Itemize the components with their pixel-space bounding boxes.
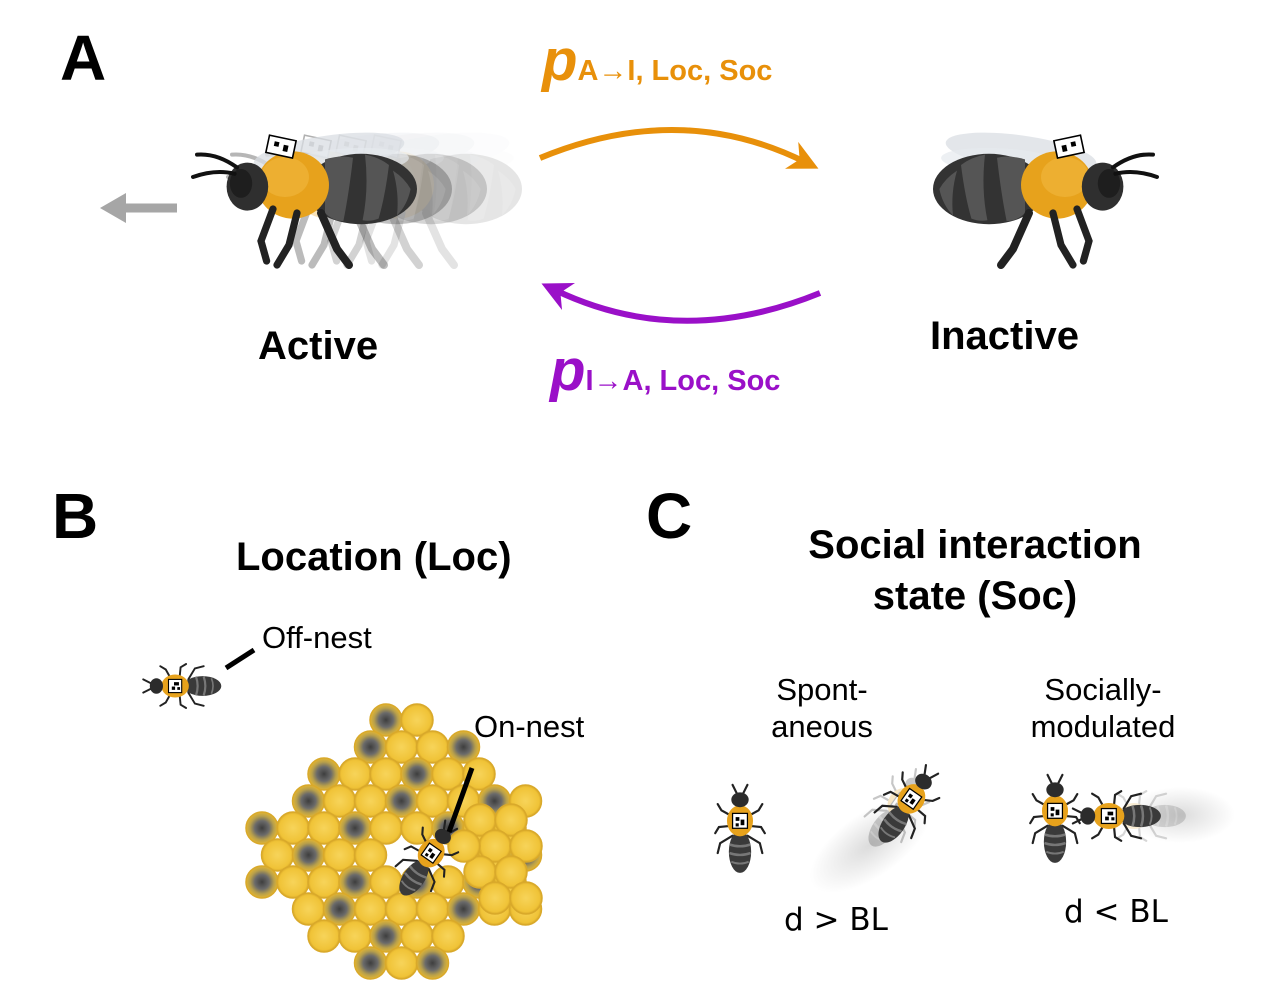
modulated-bee-approaching [1071,787,1235,843]
active-state-label: Active [258,324,379,368]
comb-cell [494,803,528,837]
active-bee-illustration [193,125,417,265]
inactive-state-label: Inactive [930,314,1079,358]
prob-symbol: p [542,28,578,93]
modulated-label: Socially- modulated [1018,672,1188,745]
comb-cell [509,881,543,915]
modulated-bee-stationary [1028,773,1082,865]
distance-less-label: d < BL [1064,894,1168,930]
comb-cell [462,757,496,791]
spontaneous-label-line-2: aneous [771,708,873,744]
off-nest-pointer [224,647,256,671]
active-to-inactive-arrow [538,126,819,169]
prob-subscript: I→A, Loc, Soc [585,365,781,397]
modulated-label-line-2: modulated [1030,708,1176,744]
comb-cell [447,829,481,863]
movement-arrow [100,193,177,223]
comb-cell [400,811,434,845]
social-title: Social interaction state (Soc) [760,520,1190,622]
distance-greater-label: d > BL [784,902,888,938]
social-title-line-2: state (Soc) [872,574,1078,619]
comb-cell [384,946,419,980]
social-title-line-1: Social interaction [808,523,1142,567]
comb-cell [400,703,434,737]
inactive-to-active-arrow [541,282,822,324]
comb-cell [494,855,528,889]
prob-inactive-to-active: pI→A, Loc, Soc [550,342,780,400]
panel-label-a: A [60,22,107,94]
spontaneous-bee-stationary [713,783,767,875]
comb-cell-capped [353,946,388,980]
comb-cell-capped [446,730,481,764]
comb-cell [509,829,543,863]
panel-label-c: C [646,480,693,552]
on-nest-label: On-nest [474,709,585,744]
inactive-bee-illustration [933,125,1157,265]
spontaneous-label: Spont- aneous [752,672,892,745]
comb-cell [353,838,388,872]
location-title: Location (Loc) [236,535,512,579]
comb-cell-capped [415,946,450,980]
comb-cell [307,919,341,953]
off-nest-label: Off-nest [262,620,372,655]
comb-cell-capped [245,865,279,899]
spontaneous-bee-moving [809,753,954,893]
prob-symbol: p [550,338,586,403]
prob-subscript: A→I, Loc, Soc [577,55,773,87]
spontaneous-label-line-1: Spont- [776,672,868,707]
modulated-label-line-1: Socially- [1044,672,1162,707]
off-nest-bee [142,662,223,710]
on-nest-pointer [446,767,475,833]
honeycomb-comb [245,703,543,980]
comb-cell [478,881,512,915]
prob-active-to-inactive: pA→I, Loc, Soc [542,32,772,90]
panel-label-b: B [52,480,99,552]
comb-cell [431,919,465,953]
